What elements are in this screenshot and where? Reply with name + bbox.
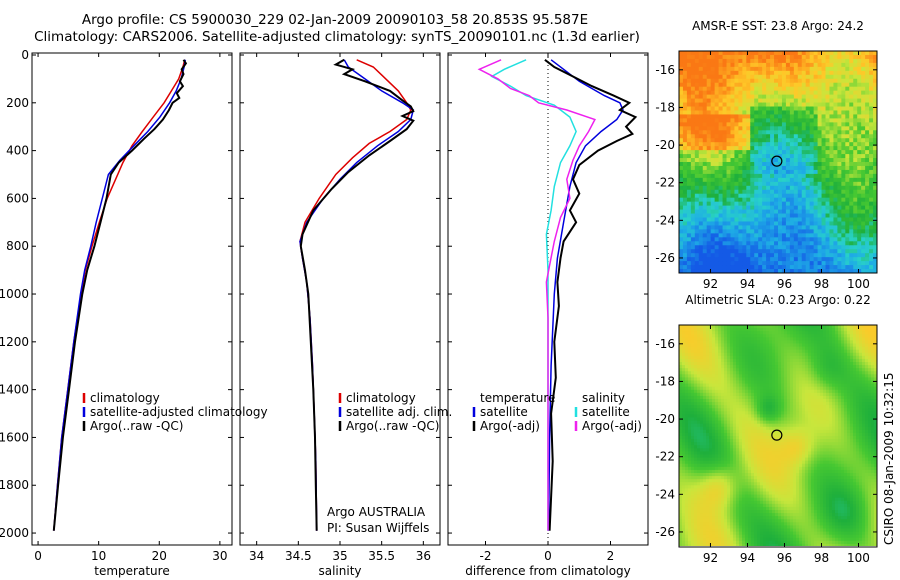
x-tick-label: 34 <box>249 549 264 563</box>
sla-title: Altimetric SLA: 0.23 Argo: 0.22 <box>685 293 870 307</box>
x-tick-label: 98 <box>814 277 829 291</box>
x-tick-label: 20 <box>152 549 167 563</box>
y-tick-label: 400 <box>6 144 29 158</box>
y-tick-label: -26 <box>655 251 675 265</box>
sst-map <box>679 51 877 273</box>
x-tick-label: 10 <box>91 549 106 563</box>
temperature-frame <box>31 52 233 546</box>
figure-title-line2: Climatology: CARS2006. Satellite-adjuste… <box>34 29 640 45</box>
y-tick-label: 2000 <box>0 526 29 540</box>
legend-sal-argo: Argo(-adj) <box>582 419 642 433</box>
y-tick-label: -22 <box>655 450 675 464</box>
legend-climatology: climatology <box>90 391 160 405</box>
difference-series-satellite <box>490 59 577 531</box>
x-tick-label: 92 <box>703 551 718 565</box>
y-tick-label: 200 <box>6 96 29 110</box>
difference-xlabel: difference from climatology <box>465 564 631 578</box>
y-tick-label: -24 <box>655 213 675 227</box>
y-tick-label: -18 <box>655 100 675 114</box>
y-tick-label: 1200 <box>0 335 29 349</box>
difference-series-argoadj <box>544 59 638 531</box>
legend-argo: Argo(..raw -QC) <box>346 419 439 433</box>
legend-sal-satellite: satellite <box>582 405 630 419</box>
sst-title: AMSR-E SST: 23.8 Argo: 24.2 <box>692 19 864 33</box>
legend-climatology: climatology <box>346 391 416 405</box>
x-tick-label: 35.5 <box>368 549 395 563</box>
legend-salinity-header: salinity <box>582 391 625 405</box>
salinity-panel: 34 34.5 35 35.5 36 salinity <box>239 52 441 578</box>
y-tick-label: -24 <box>655 487 675 501</box>
y-tick-label: 800 <box>6 239 29 253</box>
y-tick-label: 0 <box>21 48 29 62</box>
float-pi: PI: Susan Wijffels <box>327 521 429 535</box>
x-tick-label: 34.5 <box>285 549 312 563</box>
y-tick-label: 600 <box>6 191 29 205</box>
y-tick-label: 1400 <box>0 383 29 397</box>
sst-argo-marker <box>771 155 783 167</box>
x-tick-label: 94 <box>740 277 755 291</box>
salinity-xlabel: salinity <box>318 564 361 578</box>
difference-series-argoadj <box>477 59 596 531</box>
sla-frame <box>678 324 878 548</box>
x-tick-label: 36 <box>416 549 431 563</box>
x-tick-label: 100 <box>847 277 870 291</box>
y-tick-label: -22 <box>655 176 675 190</box>
sla-argo-marker <box>771 429 783 441</box>
legend-temp-argo: Argo(-adj) <box>480 419 540 433</box>
y-tick-label: -18 <box>655 374 675 388</box>
x-tick-label: 0 <box>544 549 552 563</box>
legend-satellite: satellite adj. clim. <box>346 405 452 419</box>
x-tick-label: 0 <box>34 549 42 563</box>
figure-title-line1: Argo profile: CS 5900030_229 02-Jan-2009… <box>81 12 589 28</box>
difference-series-satellite <box>547 59 624 531</box>
temperature-series-argorawqc <box>52 59 188 531</box>
salinity-series-satelliteadjclim <box>299 59 415 531</box>
x-tick-label: -2 <box>480 549 492 563</box>
float-owner: Argo AUSTRALIA <box>327 505 426 519</box>
sla-map <box>679 325 877 546</box>
x-tick-label: 96 <box>777 551 792 565</box>
x-tick-label: 92 <box>703 277 718 291</box>
x-tick-label: 30 <box>212 549 227 563</box>
legend-argo: Argo(..raw -QC) <box>90 419 183 433</box>
legend-satellite: satellite-adjusted climatology <box>90 405 268 419</box>
temperature-series-satelliteadjustedclimatology <box>53 59 187 531</box>
legend-temperature-header: temperature <box>480 391 555 405</box>
temperature-xlabel: temperature <box>94 564 169 578</box>
y-tick-label: 1800 <box>0 478 29 492</box>
x-tick-label: 94 <box>740 551 755 565</box>
temperature-panel: 0 200 400 600 800 1000 1200 1400 1600 1800 2000 0 10… <box>0 48 233 578</box>
y-tick-label: 1000 <box>0 287 29 301</box>
y-tick-label: 1600 <box>0 430 29 444</box>
x-tick-label: 98 <box>814 551 829 565</box>
y-tick-label: -16 <box>655 63 675 77</box>
x-tick-label: 96 <box>777 277 792 291</box>
sst-frame <box>678 50 878 274</box>
x-tick-label: 2 <box>607 549 615 563</box>
y-tick-label: -16 <box>655 337 675 351</box>
temperature-series-climatology <box>53 59 186 531</box>
salinity-series-argorawqc <box>299 58 415 531</box>
y-tick-label: -26 <box>655 525 675 539</box>
x-tick-label: 35 <box>332 549 347 563</box>
salinity-frame <box>239 52 441 546</box>
sst-axes: 92 94 96 98 100 -16 -18 -20 -22 -24 -26 AMSR-E SST:… <box>655 19 878 291</box>
difference-legend: temperaturesatelliteArgo(-adj)salinitysa… <box>472 391 642 433</box>
y-tick-label: -20 <box>655 412 675 426</box>
sla-axes: 92 94 96 98 100 -16 -18 -20 -22 -24 -26 Altimetric … <box>655 293 878 565</box>
y-tick-label: -20 <box>655 138 675 152</box>
legend-temp-satellite: satellite <box>480 405 528 419</box>
salinity-series-climatology <box>299 59 412 531</box>
x-tick-label: 100 <box>847 551 870 565</box>
